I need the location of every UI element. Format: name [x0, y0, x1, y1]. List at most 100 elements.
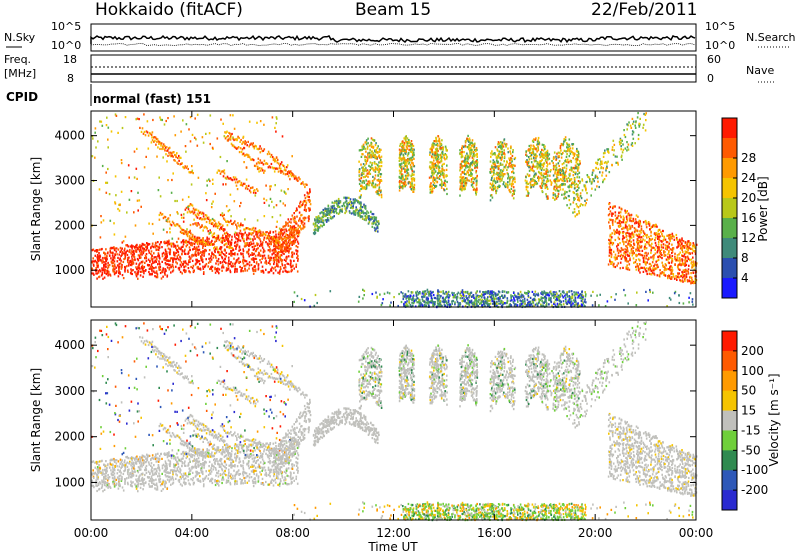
power-cell [141, 270, 143, 273]
power-cell [564, 138, 567, 141]
power-cell [315, 224, 317, 227]
power-cell [400, 152, 403, 155]
power-cell [157, 146, 159, 149]
power-cell [339, 200, 342, 203]
power-cell [527, 160, 530, 163]
power-cell [288, 170, 290, 173]
power-cell [295, 229, 297, 232]
power-cell [228, 137, 231, 140]
power-cell [236, 147, 239, 150]
power-cell [217, 221, 220, 224]
power-cell [579, 160, 581, 163]
power-cell [229, 114, 232, 117]
power-cell [435, 148, 437, 151]
power-cell [400, 170, 402, 174]
power-cell [581, 179, 584, 182]
power-cell [247, 140, 249, 143]
power-cell [615, 161, 617, 164]
power-cell [278, 241, 281, 244]
power-cell [400, 177, 402, 180]
power-cell [359, 212, 361, 215]
power-cell [222, 266, 225, 269]
power-cell [463, 184, 465, 187]
power-cell [192, 223, 194, 226]
power-cell [374, 167, 377, 170]
power-cell [187, 231, 190, 234]
power-cell [109, 251, 112, 254]
power-cell [463, 177, 466, 180]
power-cell [533, 179, 535, 182]
power-cell [274, 266, 277, 269]
power-cell [358, 201, 361, 204]
power-cell [196, 248, 198, 251]
power-cell [189, 248, 191, 252]
power-cell [378, 222, 380, 225]
power-cell [253, 235, 255, 238]
power-cell [219, 246, 222, 249]
power-cell [196, 246, 198, 249]
power-cell [531, 139, 534, 142]
power-cell [219, 172, 222, 175]
power-cell [211, 221, 214, 225]
power-cell [354, 198, 356, 201]
power-cell [375, 223, 377, 226]
power-cell [259, 230, 262, 233]
power-cell [622, 143, 624, 146]
power-cell [246, 187, 249, 191]
power-cell [512, 179, 514, 182]
power-cell [459, 166, 462, 169]
power-cell [127, 264, 130, 267]
power-cell [193, 245, 196, 248]
power-cell [240, 268, 242, 271]
power-cell [126, 211, 128, 214]
power-cell [599, 163, 602, 166]
power-cell [527, 192, 530, 195]
power-cell [165, 252, 167, 255]
power-cell [295, 222, 298, 225]
power-cell [181, 252, 183, 255]
power-cell [202, 267, 205, 270]
power-cell [406, 174, 408, 177]
power-cell [302, 217, 305, 220]
power-cell [239, 140, 241, 143]
power-cell [554, 170, 556, 173]
power-cell [378, 168, 381, 171]
power-cell [199, 211, 202, 214]
power-cell [152, 261, 154, 264]
power-cell [175, 155, 177, 159]
power-cell [143, 250, 145, 253]
power-cell [104, 271, 106, 274]
power-cell [460, 156, 463, 159]
power-cell [263, 236, 266, 239]
power-cell [471, 141, 473, 144]
power-cell [413, 165, 416, 168]
power-cell [166, 240, 169, 243]
power-cell [364, 147, 367, 150]
power-cell [357, 214, 359, 217]
power-cell [511, 194, 514, 197]
power-cell [570, 150, 572, 153]
power-cell [209, 231, 211, 235]
power-cell [280, 231, 283, 234]
power-cell [574, 166, 577, 170]
power-cell [543, 144, 545, 147]
power-cell [250, 232, 252, 235]
power-cell [138, 254, 141, 258]
power-cell [197, 265, 199, 269]
power-cell [119, 250, 121, 253]
power-cell [276, 260, 278, 263]
power-cell [199, 239, 201, 242]
power-cell [201, 253, 203, 256]
power-cell [141, 250, 143, 253]
power-cell [225, 183, 227, 186]
power-cell [159, 257, 161, 260]
power-cell [211, 234, 214, 237]
power-cell [102, 259, 104, 262]
power-cell [468, 140, 470, 143]
power-cell [601, 174, 603, 177]
power-cell [528, 144, 531, 148]
power-cell [371, 179, 374, 183]
power-cell [293, 215, 296, 219]
power-cell [209, 266, 212, 269]
power-cell [301, 203, 304, 206]
